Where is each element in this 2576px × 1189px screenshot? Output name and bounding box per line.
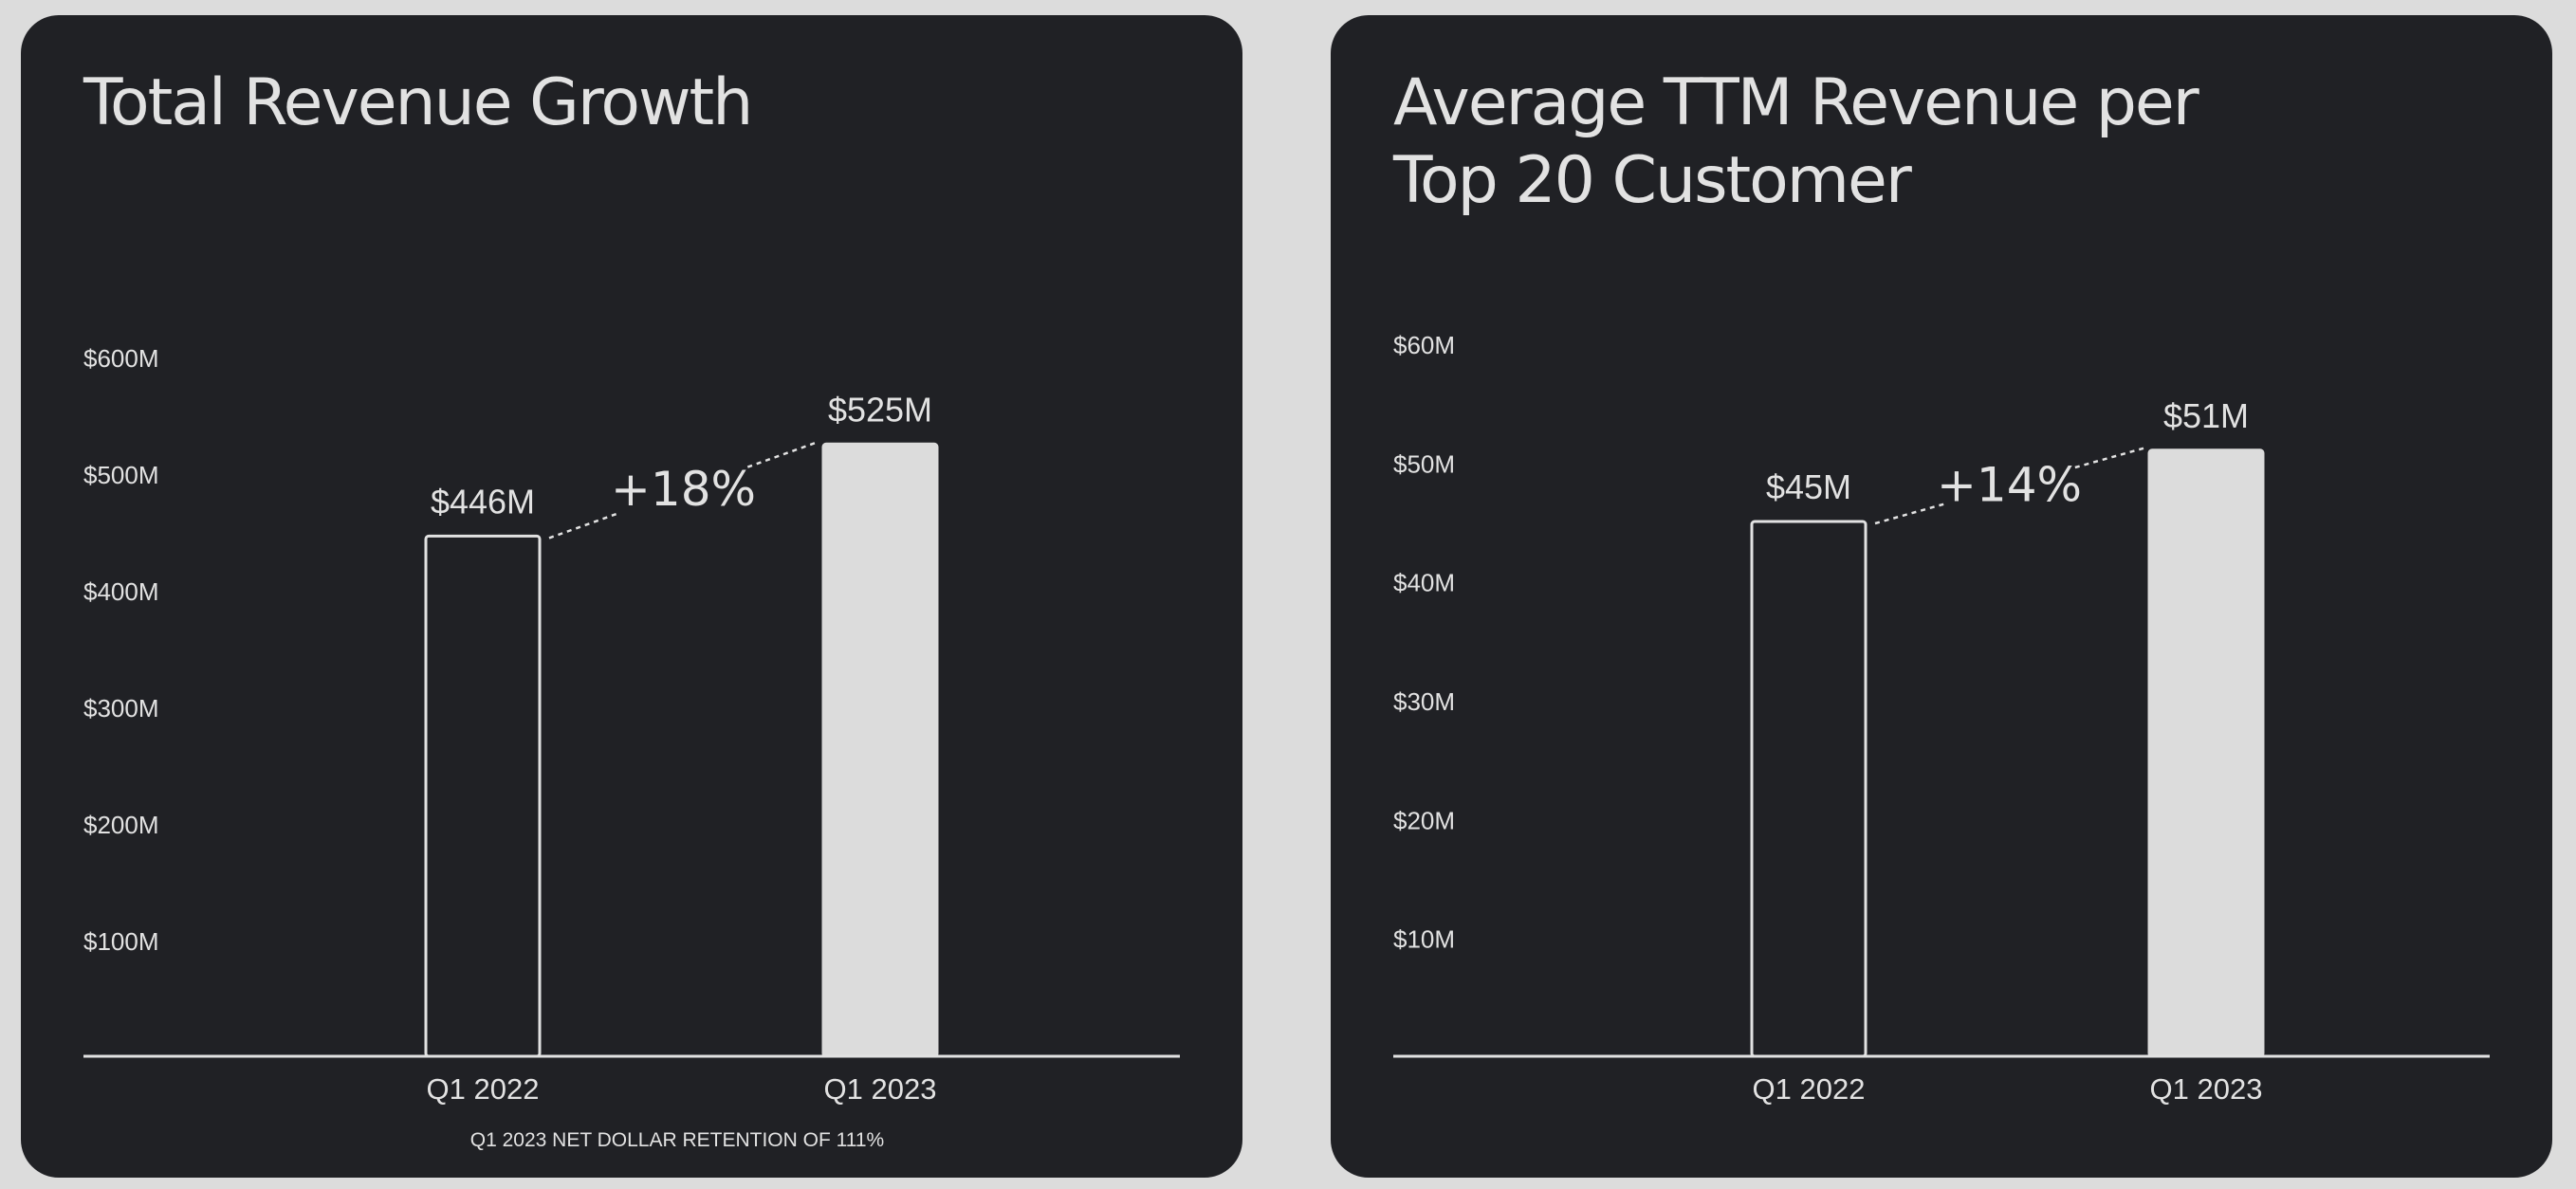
- data-label: $446M: [431, 482, 535, 521]
- y-tick-label: $500M: [83, 461, 159, 489]
- average-ttm-revenue-card: Average TTM Revenue per Top 20 Customer …: [1331, 15, 2552, 1178]
- footnote: Q1 2023 NET DOLLAR RETENTION OF 111%: [470, 1129, 884, 1151]
- chart-title: Total Revenue Growth: [83, 64, 753, 142]
- y-tick-label: $60M: [1393, 331, 1455, 359]
- bar-q1-2023: [2147, 448, 2265, 1058]
- growth-annotation: +18%: [611, 462, 756, 517]
- y-tick-label: $400M: [83, 577, 159, 606]
- x-tick-label: Q1 2023: [2150, 1072, 2263, 1106]
- bar-q1-2023: [821, 442, 939, 1058]
- data-label: $45M: [1766, 467, 1851, 506]
- x-tick-label: Q1 2022: [427, 1072, 540, 1106]
- growth-connector-left: [548, 511, 620, 540]
- chart-title-line: Total Revenue Growth: [83, 65, 753, 140]
- growth-connector-right: [2074, 447, 2144, 469]
- y-tick-label: $40M: [1393, 569, 1455, 597]
- bar-q1-2022: [424, 534, 542, 1058]
- y-tick-label: $100M: [83, 927, 159, 956]
- x-tick-label: Q1 2022: [1753, 1072, 1866, 1106]
- chart-title-line-1: Average TTM Revenue per: [1393, 65, 2199, 140]
- x-tick-label: Q1 2023: [824, 1072, 937, 1106]
- bar-q1-2022: [1750, 520, 1868, 1058]
- data-label: $51M: [2163, 396, 2249, 435]
- y-tick-label: $50M: [1393, 449, 1455, 478]
- average-ttm-revenue-chart: $10M $20M $30M $40M $50M $60M $45M Q1 2022 $51M Q…: [1393, 331, 2490, 1106]
- growth-connector-right: [746, 441, 819, 468]
- y-tick-label: $600M: [83, 344, 159, 373]
- chart-title-line-2: Top 20 Customer: [1393, 143, 1912, 218]
- total-revenue-chart: $100M $200M $300M $400M $500M $600M $446M Q1 20…: [83, 344, 1180, 1151]
- y-tick-label: $300M: [83, 694, 159, 723]
- growth-connector-left: [1874, 503, 1944, 525]
- data-label: $525M: [828, 390, 932, 429]
- y-tick-label: $20M: [1393, 806, 1455, 834]
- total-revenue-growth-card: Total Revenue Growth $100M $200M $300M $400…: [21, 15, 1242, 1178]
- y-tick-label: $30M: [1393, 687, 1455, 716]
- y-tick-label: $200M: [83, 811, 159, 839]
- chart-title: Average TTM Revenue per Top 20 Customer: [1393, 64, 2199, 220]
- growth-annotation: +14%: [1937, 457, 2082, 512]
- y-tick-label: $10M: [1393, 925, 1455, 954]
